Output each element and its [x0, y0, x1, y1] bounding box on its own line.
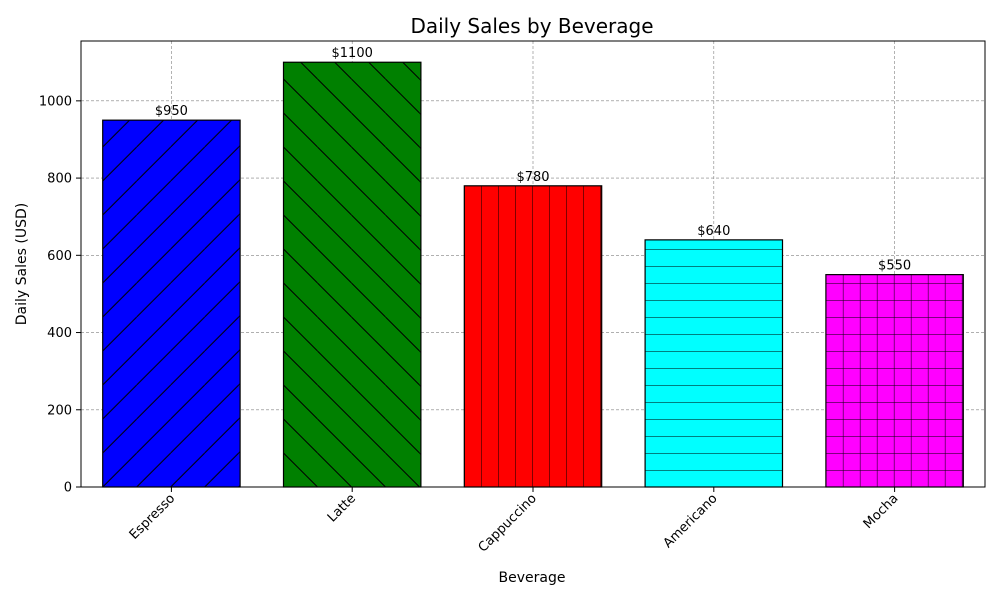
- y-tick-label: 200: [47, 403, 72, 418]
- bar-latte: [282, 61, 422, 488]
- bar-value-label: $550: [878, 259, 911, 274]
- bar-mocha: [825, 274, 964, 488]
- bar-value-label: $780: [516, 170, 549, 185]
- y-tick-label: 0: [64, 481, 72, 496]
- bar-cappuccino: [463, 185, 603, 488]
- plot-frame: [80, 40, 986, 488]
- bar-espresso: [102, 119, 241, 488]
- x-tick-label: Cappuccino: [476, 491, 540, 555]
- x-tick-label: Mocha: [861, 491, 902, 532]
- y-tick-label: 1000: [39, 94, 72, 109]
- y-tick-label: 600: [47, 249, 72, 264]
- bar-value-label: $640: [697, 224, 730, 239]
- x-tick-label: Espresso: [127, 491, 179, 543]
- x-axis-label: Beverage: [499, 570, 566, 586]
- bars: $950 $1100 $780 $640 $550: [102, 46, 964, 488]
- chart-title: Daily Sales by Beverage: [410, 14, 653, 38]
- y-axis-label: Daily Sales (USD): [14, 203, 30, 325]
- bar-americano: [644, 239, 784, 488]
- bar-value-label: $1100: [332, 46, 373, 61]
- y-tick-label: 800: [47, 172, 72, 187]
- y-tick-label: 400: [47, 326, 72, 341]
- bar-value-label: $950: [155, 104, 188, 119]
- x-tick-label: Americano: [661, 491, 721, 551]
- x-tick-label: Latte: [325, 491, 359, 525]
